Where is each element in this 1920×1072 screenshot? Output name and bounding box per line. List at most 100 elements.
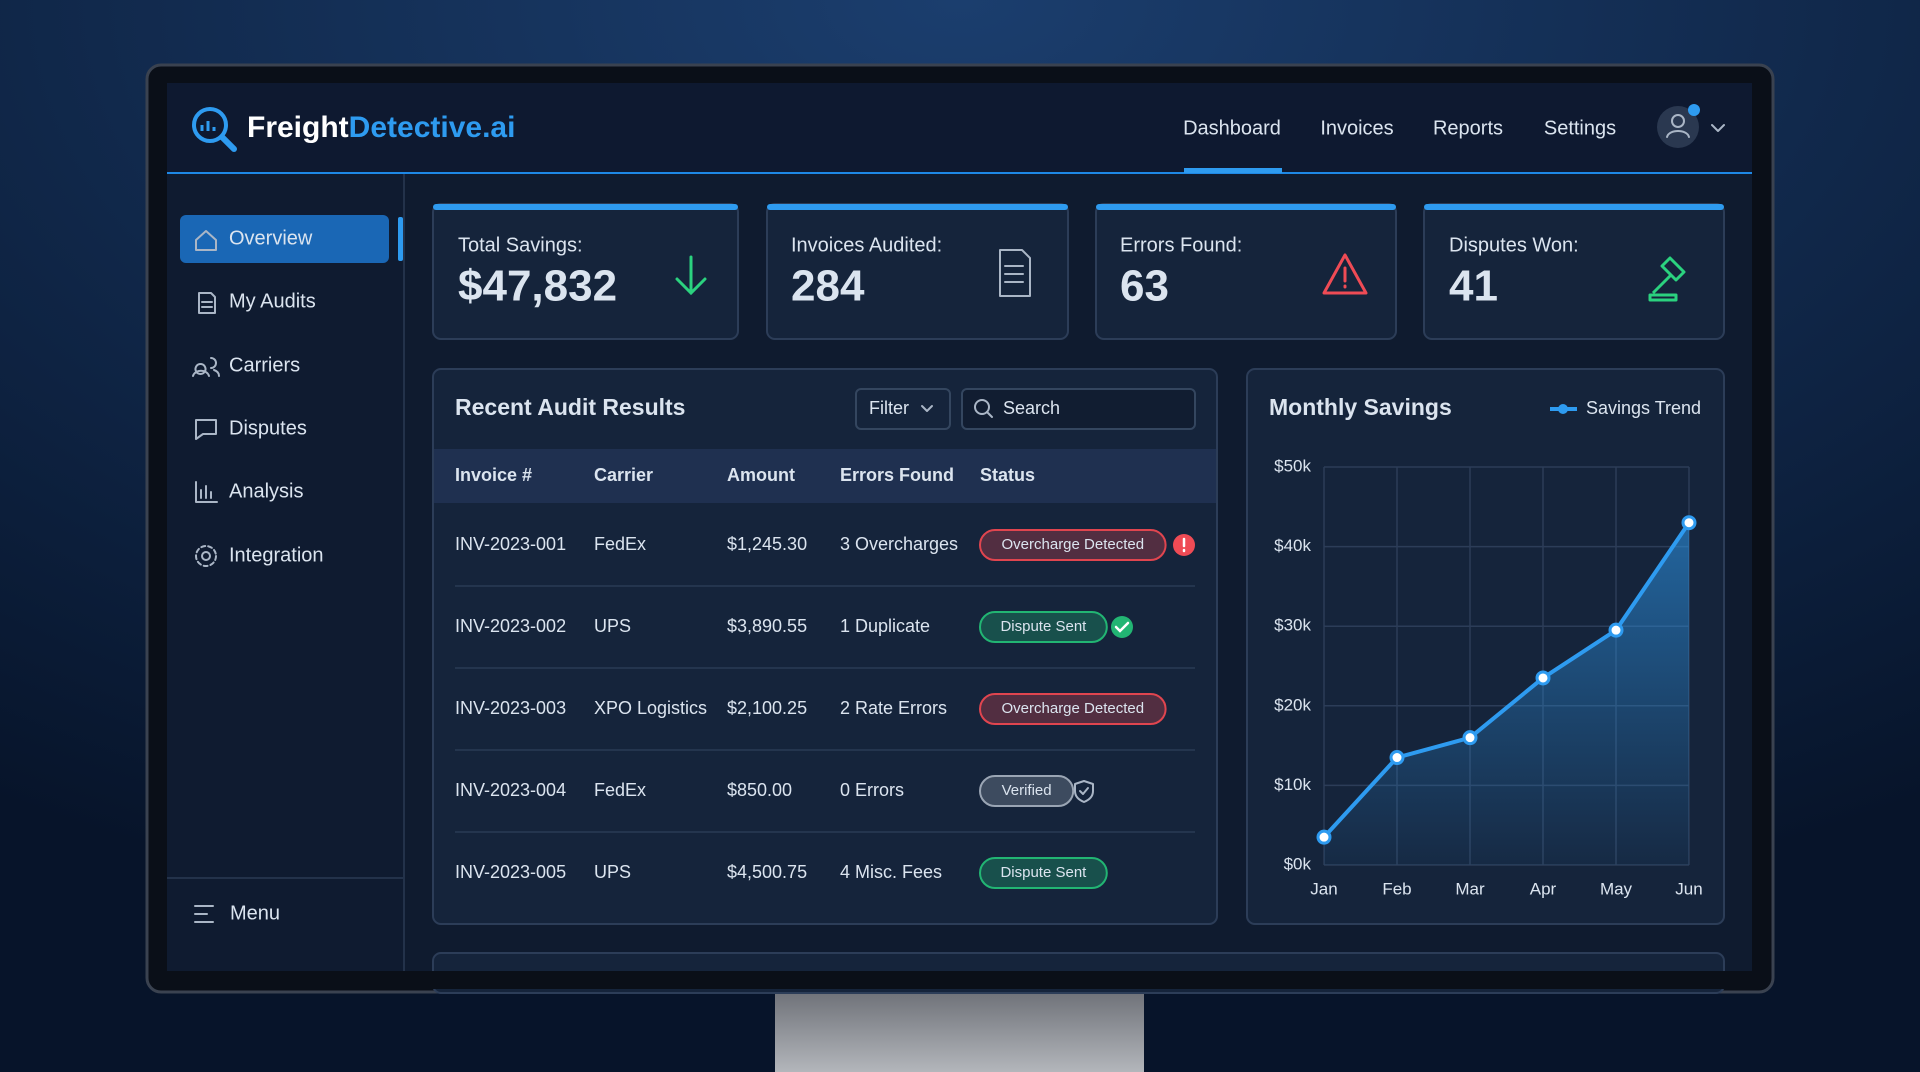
icon-chat [195, 419, 217, 440]
column-header: Errors Found [840, 465, 954, 485]
stat-card: Total Savings: $47,832 [432, 203, 739, 340]
brand: FreightDetective.ai [247, 111, 515, 144]
search-placeholder: Search [1003, 398, 1060, 418]
header [167, 83, 1752, 173]
cell: 0 Errors [840, 780, 904, 800]
point [1608, 622, 1624, 638]
column-header: Amount [727, 465, 795, 485]
filter-label: Filter [869, 398, 909, 418]
search-box[interactable]: Search [961, 388, 1196, 430]
x-tick-label: Jun [1675, 879, 1702, 898]
menu-button[interactable]: Menu [230, 902, 280, 924]
stat-card: Invoices Audited: 284 [766, 203, 1069, 340]
cell: FedEx [594, 780, 646, 800]
icon-home [195, 230, 217, 251]
stat-label: Total Savings: [458, 234, 583, 256]
user-menu[interactable] [1657, 104, 1725, 148]
status-label: Overcharge Detected [1002, 700, 1145, 717]
nav-link[interactable]: Settings [1544, 117, 1616, 139]
status-label: Dispute Sent [1000, 864, 1087, 881]
cell: $3,890.55 [727, 616, 807, 636]
point [1535, 670, 1551, 686]
cell: FedEx [594, 534, 646, 554]
legend-label: Savings Trend [1586, 398, 1701, 418]
status-label: Verified [1002, 782, 1052, 799]
brand-part: Detective.ai [349, 111, 516, 144]
nav-link[interactable]: Reports [1433, 117, 1503, 139]
point [1681, 515, 1697, 531]
stat-label: Errors Found: [1120, 234, 1242, 256]
sidebar-item[interactable]: Analysis [229, 480, 303, 502]
status-label: Overcharge Detected [1002, 536, 1145, 553]
y-tick-label: $10k [1274, 775, 1311, 794]
cell: $2,100.25 [727, 698, 807, 718]
y-tick-label: $50k [1274, 456, 1311, 475]
icon-gear [201, 551, 211, 561]
nav-active-underline [1184, 168, 1282, 173]
check-icon-mark [1114, 621, 1130, 633]
sidebar-item[interactable]: Integration [229, 544, 324, 566]
y-tick-label: $0k [1284, 854, 1312, 873]
nav-link[interactable]: Invoices [1320, 117, 1393, 139]
monitor-stand [775, 990, 1144, 1072]
point [1462, 730, 1478, 746]
logo-icon [192, 107, 237, 152]
table-header [434, 449, 1216, 503]
y-tick-label: $20k [1274, 695, 1311, 714]
sidebar-item[interactable]: Carriers [229, 354, 300, 376]
chart-title: Monthly Savings [1269, 394, 1452, 420]
cell: 1 Duplicate [840, 616, 930, 636]
area [1324, 522, 1689, 865]
x-tick-label: Apr [1530, 879, 1557, 898]
chart: $0k $10k $20k $30k $40k $50k Jan Feb Mar Apr May Ju… [1274, 398, 1703, 899]
cell: UPS [594, 616, 631, 636]
status-label: Dispute Sent [1000, 618, 1087, 635]
sidebar-item[interactable]: Overview [229, 227, 313, 249]
check-icon [1111, 616, 1133, 638]
y-tick-label: $40k [1274, 536, 1311, 555]
status-badge [979, 693, 1167, 725]
cell: $850.00 [727, 780, 792, 800]
stat-value: 284 [791, 262, 865, 311]
icon-menu [194, 905, 214, 923]
filter-button[interactable]: Filter [855, 388, 951, 430]
x-tick-label: Feb [1382, 879, 1411, 898]
cell: $4,500.75 [727, 862, 807, 882]
cell: INV-2023-004 [455, 780, 566, 800]
icon-people [192, 357, 220, 377]
cell: UPS [594, 862, 631, 882]
point [1316, 829, 1332, 845]
table-panel [432, 368, 1218, 925]
stat-card: Errors Found: 63 [1095, 203, 1397, 340]
cell: INV-2023-001 [455, 534, 566, 554]
sidebar-active [180, 215, 389, 263]
sidebar-item[interactable]: My Audits [229, 290, 316, 312]
brand-part: Freight [247, 111, 349, 144]
stat-card: Disputes Won: 41 [1423, 203, 1725, 340]
cell: INV-2023-005 [455, 862, 566, 882]
cell: 3 Overcharges [840, 534, 958, 554]
icon-bars [195, 481, 218, 503]
shield-icon [1074, 780, 1094, 803]
stat-label: Invoices Audited: [791, 234, 942, 256]
cell: INV-2023-003 [455, 698, 566, 718]
bezel-bottom [167, 971, 1752, 989]
x-tick-label: May [1600, 879, 1633, 898]
table-body: Invoice # Carrier Amount Errors Found Status… [455, 465, 1195, 889]
table-title: Recent Audit Results [455, 394, 685, 420]
nav-link[interactable]: Dashboard [1183, 117, 1281, 139]
status-badge [979, 529, 1167, 561]
cell: $1,245.30 [727, 534, 807, 554]
stat-value: $47,832 [458, 262, 617, 311]
cell: XPO Logistics [594, 698, 707, 718]
stat-value: 63 [1120, 262, 1169, 311]
point [1389, 750, 1405, 766]
cell: 2 Rate Errors [840, 698, 947, 718]
sidebar-item[interactable]: Disputes [229, 417, 307, 439]
x-tick-label: Mar [1455, 879, 1485, 898]
column-header: Carrier [594, 465, 653, 485]
icon-doc [198, 292, 216, 314]
column-header: Status [980, 465, 1035, 485]
